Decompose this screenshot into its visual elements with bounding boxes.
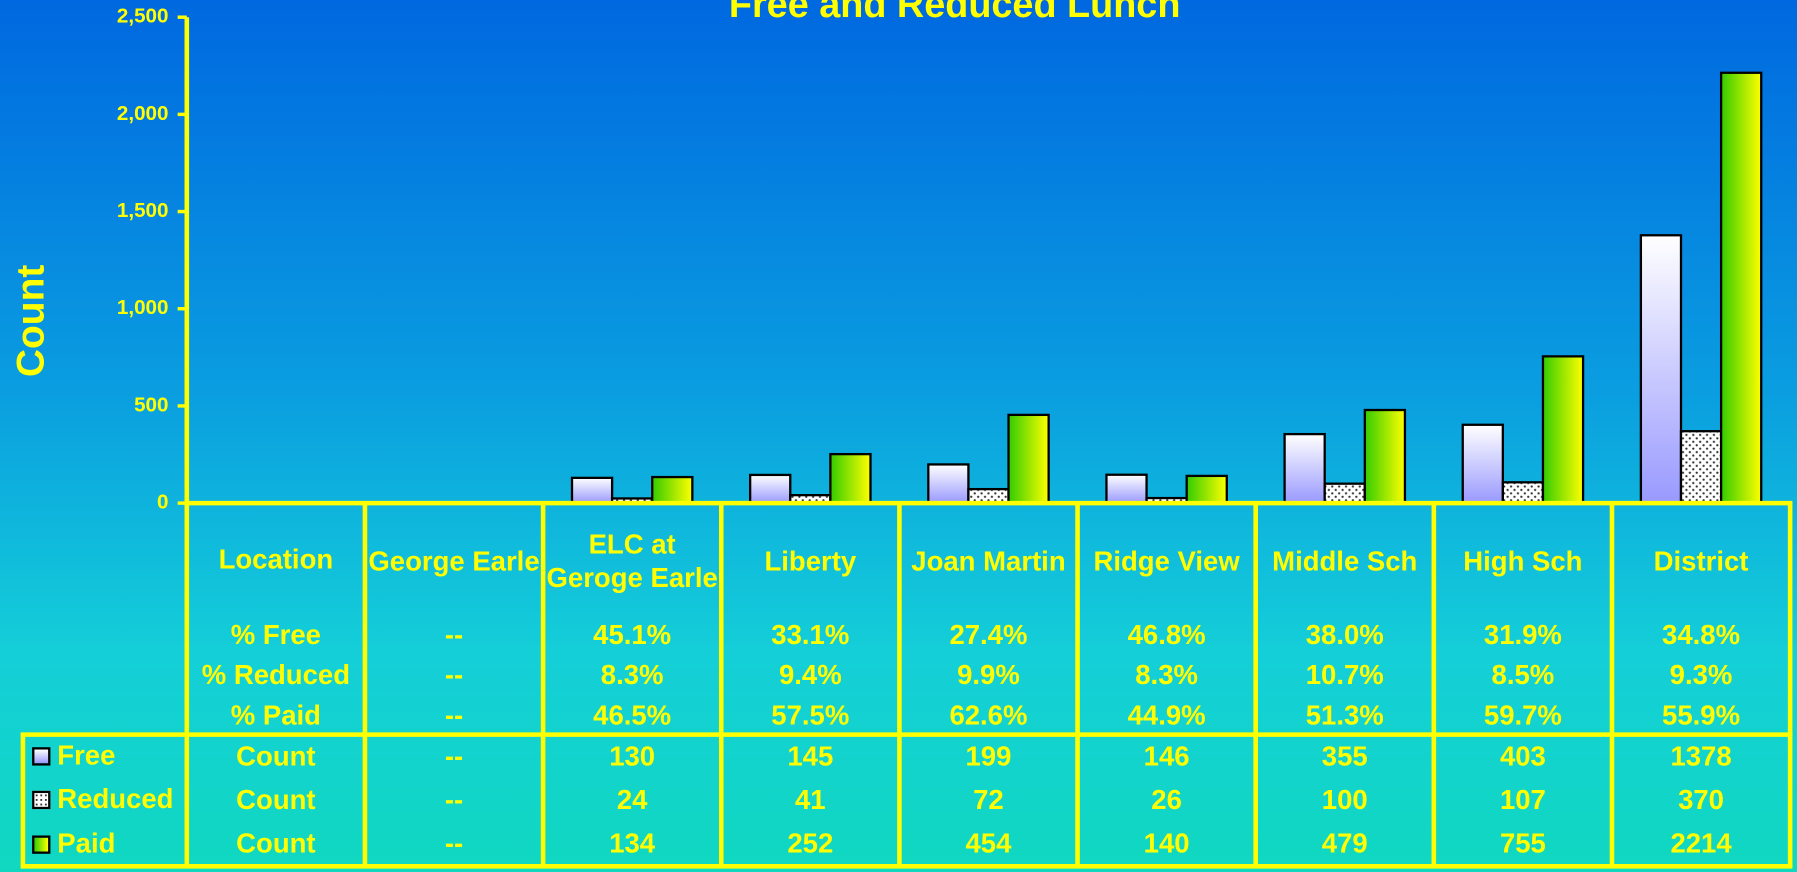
percent-value: 46.5% <box>593 700 672 732</box>
percent-value: 27.4% <box>949 620 1028 651</box>
bar <box>749 473 792 505</box>
bar <box>927 463 970 505</box>
count-value: 355 <box>1321 741 1368 773</box>
y-tick-label: 0 <box>157 491 168 514</box>
legend-label: Reduced <box>57 784 174 816</box>
count-value: 370 <box>1678 784 1724 816</box>
x-tick-label: Joan Martin <box>911 546 1066 578</box>
bar <box>1719 71 1763 505</box>
count-value: 1378 <box>1670 741 1732 773</box>
count-value: 140 <box>1143 828 1190 860</box>
legend-entry: Free <box>23 735 187 779</box>
percent-value: 44.9% <box>1127 700 1206 732</box>
count-value: -- <box>444 741 464 773</box>
percent-value: 8.3% <box>1135 660 1198 692</box>
percent-value: -- <box>444 700 464 732</box>
percent-value: -- <box>444 620 464 651</box>
percent-value: 31.9% <box>1483 620 1562 651</box>
x-tick-label: Liberty <box>764 546 857 578</box>
bar <box>1363 408 1407 505</box>
bar <box>1283 432 1326 505</box>
legend-label: Free <box>57 740 116 772</box>
count-value: 479 <box>1321 828 1368 860</box>
legend-label: Paid <box>57 828 116 860</box>
percent-value: 38.0% <box>1305 620 1384 651</box>
y-tick-label: 1,000 <box>117 296 169 319</box>
bar <box>1541 355 1585 505</box>
percent-value: 57.5% <box>771 700 850 732</box>
count-value: 134 <box>609 828 656 860</box>
percent-value: 55.9% <box>1662 700 1741 732</box>
y-tick-label: 2,000 <box>117 102 169 125</box>
percent-value: 33.1% <box>771 620 850 651</box>
bar <box>1639 234 1683 505</box>
count-value: -- <box>444 784 464 816</box>
count-value: 24 <box>616 784 648 816</box>
count-value: 199 <box>965 741 1012 773</box>
count-label: Count <box>236 828 316 860</box>
bar <box>1679 430 1723 505</box>
x-tick-label: ELC at Geroge Earle <box>546 529 718 594</box>
count-value: 454 <box>965 828 1012 860</box>
bar <box>1323 482 1366 505</box>
legend-swatch <box>32 747 51 766</box>
x-tick-label: District <box>1653 546 1749 578</box>
percent-value: 8.3% <box>600 660 664 692</box>
percent-row-label: % Paid <box>230 700 321 732</box>
count-label: Count <box>236 784 316 816</box>
bar <box>1105 473 1148 505</box>
bar <box>1007 413 1050 505</box>
legend-swatch <box>32 835 51 854</box>
legend-entry: Reduced <box>23 779 187 823</box>
count-value: 107 <box>1499 784 1546 816</box>
x-tick-label: George Earle <box>368 546 540 578</box>
x-tick-label: Middle Sch <box>1272 546 1418 578</box>
count-value: 146 <box>1143 741 1190 773</box>
bar <box>1501 481 1545 505</box>
percent-value: 9.4% <box>778 660 842 692</box>
bar <box>1185 474 1228 505</box>
percent-value: 62.6% <box>949 700 1028 732</box>
count-value: 72 <box>973 784 1004 816</box>
x-tick-label: High Sch <box>1463 546 1583 578</box>
count-value: 26 <box>1151 784 1182 816</box>
percent-value: 51.3% <box>1305 700 1384 732</box>
percent-value: 45.1% <box>593 620 672 651</box>
bar <box>651 475 694 505</box>
y-tick-label: 500 <box>134 393 168 416</box>
count-value: 100 <box>1321 784 1368 816</box>
count-value: 252 <box>787 828 834 860</box>
y-axis-label: Count <box>10 265 53 378</box>
percent-value: 46.8% <box>1127 620 1206 651</box>
count-value: 41 <box>795 784 826 816</box>
count-value: 145 <box>787 741 834 773</box>
count-label: Count <box>236 741 316 773</box>
count-value: 755 <box>1499 828 1546 860</box>
legend-swatch <box>32 791 51 810</box>
bar <box>1461 423 1504 505</box>
percent-value: 9.3% <box>1669 660 1733 692</box>
percent-value: 34.8% <box>1662 620 1741 651</box>
y-tick-label: 2,500 <box>117 5 169 28</box>
legend-entry: Paid <box>23 822 187 866</box>
count-value: 130 <box>609 741 656 773</box>
bar <box>570 476 614 505</box>
percent-value: -- <box>444 660 464 692</box>
y-tick-label: 1,500 <box>117 199 169 222</box>
table-header: Location <box>218 543 334 575</box>
percent-value: 8.5% <box>1491 660 1555 692</box>
bar <box>829 452 872 505</box>
x-tick-label: Ridge View <box>1093 546 1240 578</box>
percent-value: 10.7% <box>1305 660 1384 692</box>
percent-row-label: % Free <box>230 620 321 651</box>
count-value: 2214 <box>1670 828 1732 860</box>
percent-row-label: % Reduced <box>201 660 351 692</box>
count-value: 403 <box>1499 741 1546 773</box>
percent-value: 9.9% <box>957 660 1020 692</box>
percent-value: 59.7% <box>1483 700 1562 732</box>
chart-title: Free and Reduced Lunch <box>729 0 1181 26</box>
count-value: -- <box>444 828 464 860</box>
